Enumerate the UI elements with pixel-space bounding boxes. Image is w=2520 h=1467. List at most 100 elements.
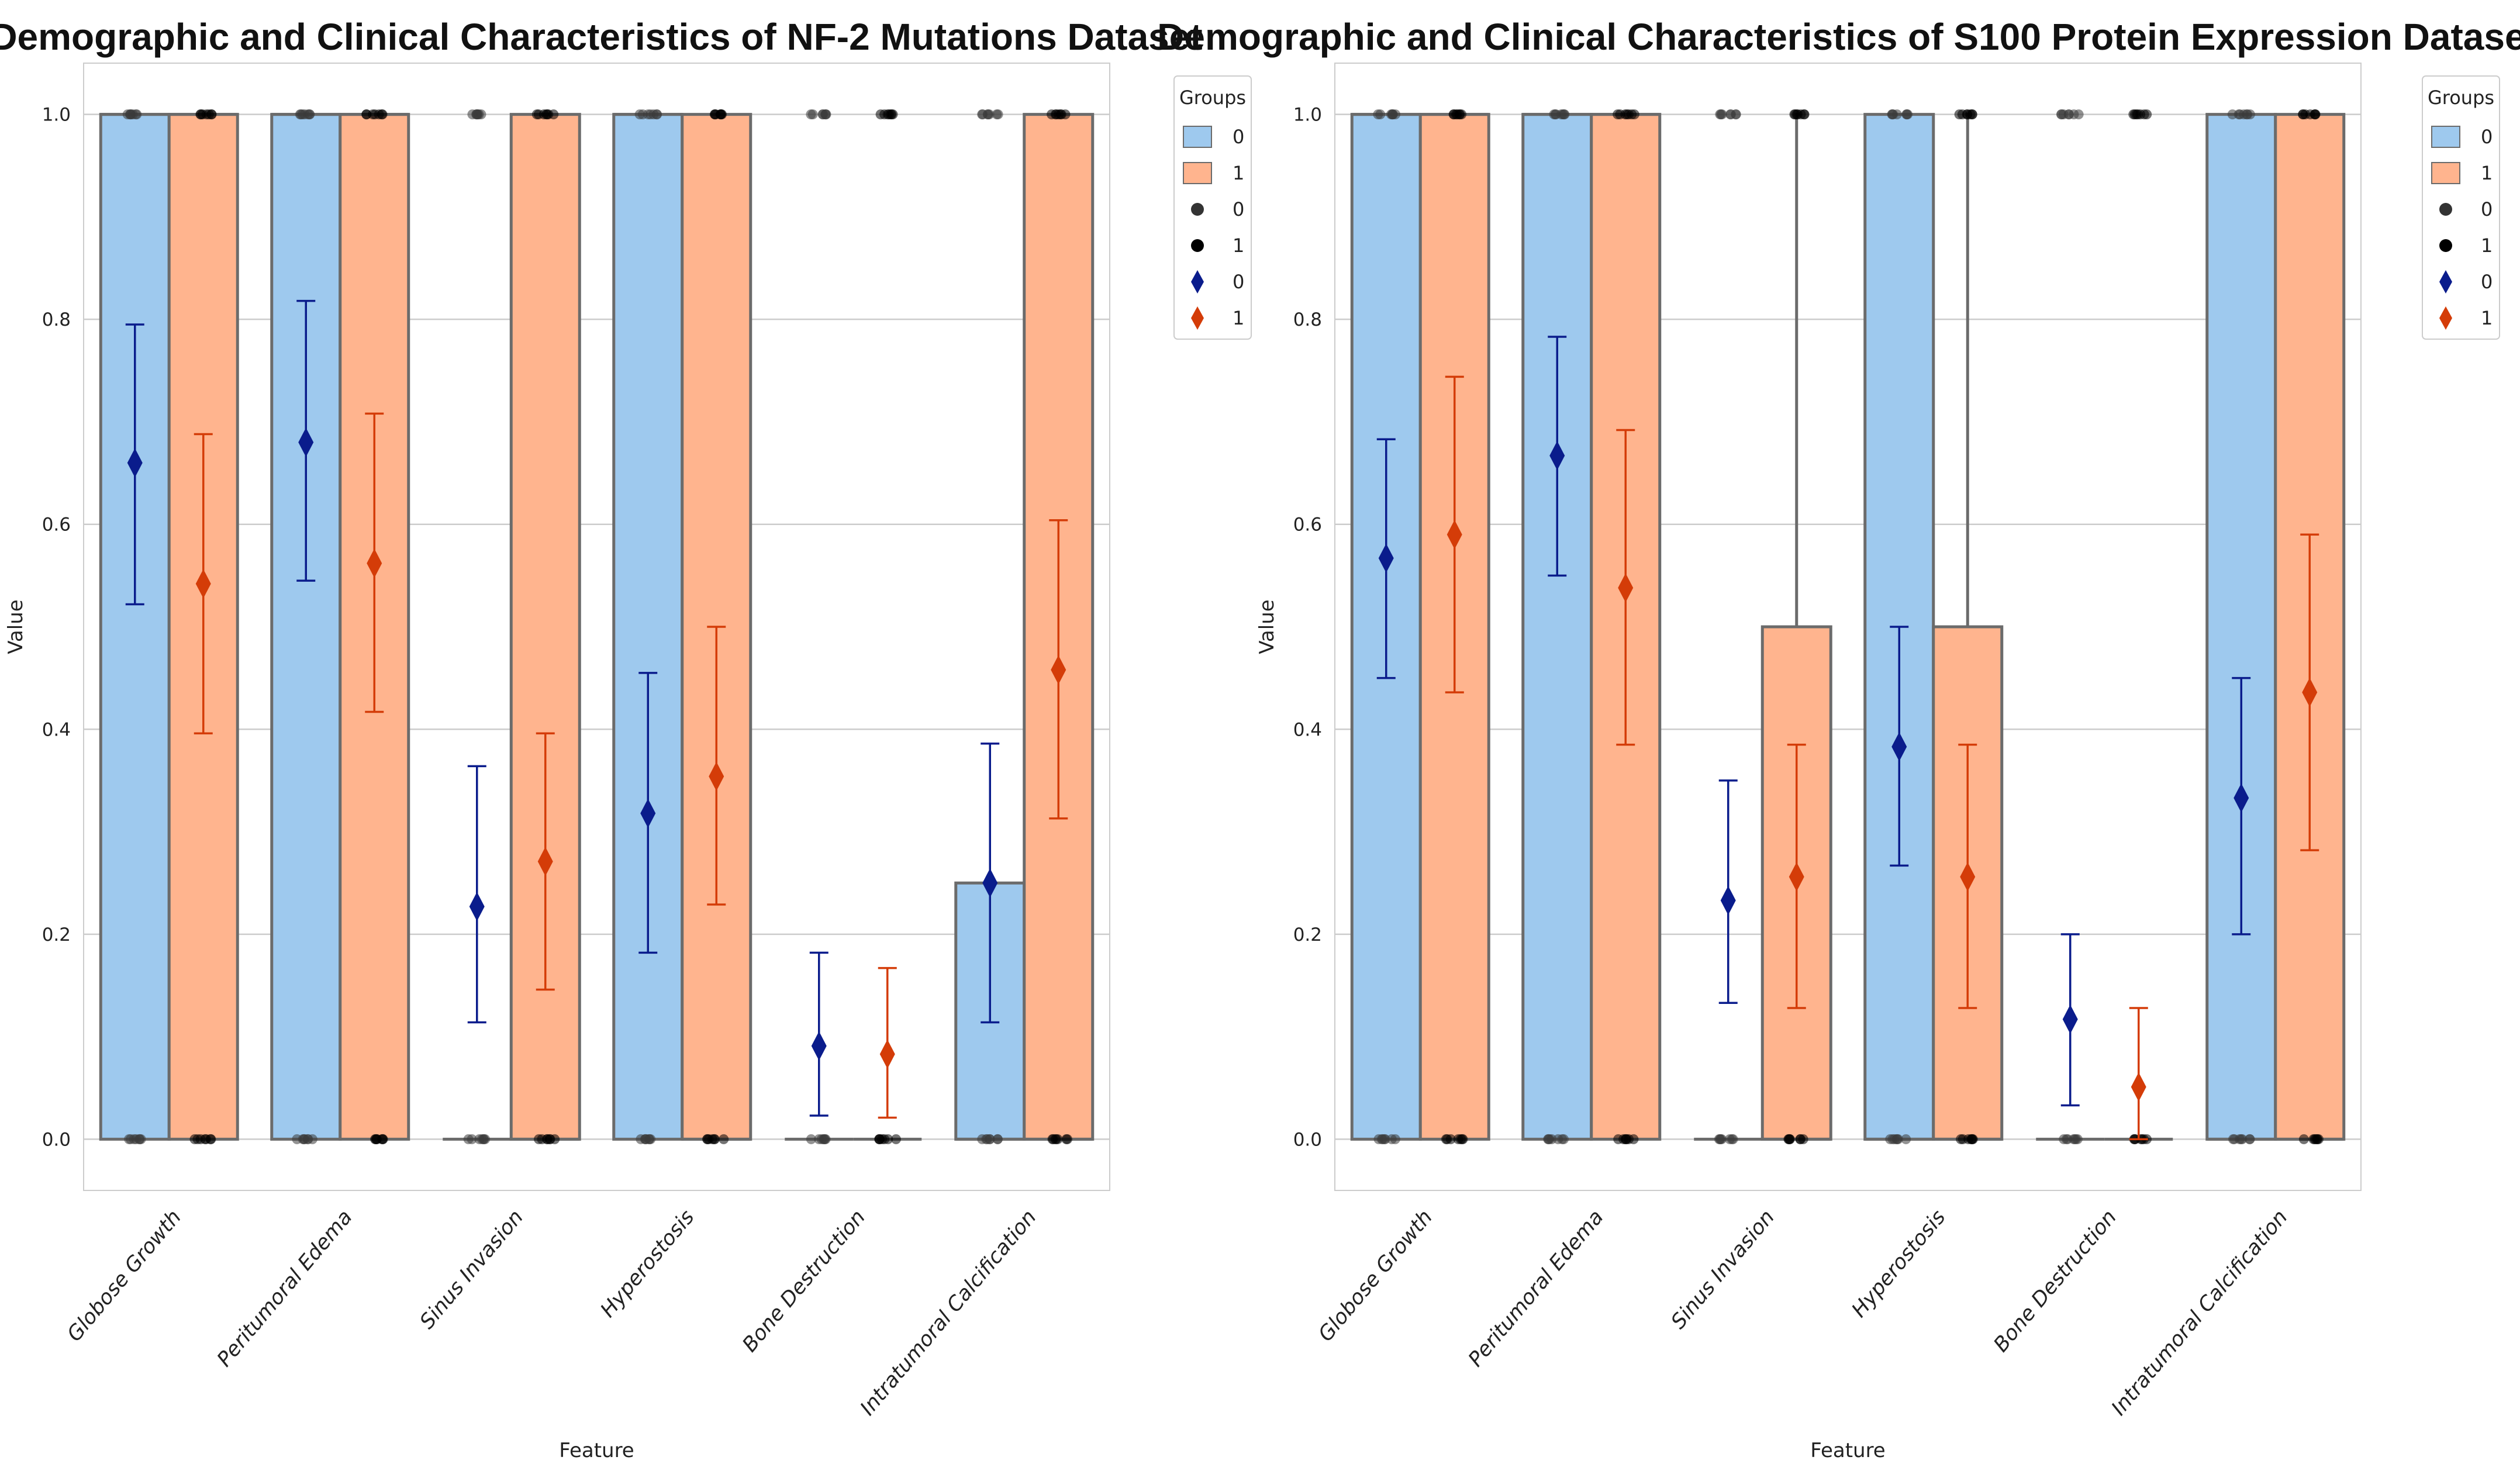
legend-label: 0	[1233, 271, 1244, 293]
strip-point	[1966, 1134, 1976, 1144]
strip-point	[2063, 109, 2074, 120]
strip-point	[1557, 1134, 1568, 1144]
y-tick-label: 1.0	[1293, 105, 1322, 126]
mean-marker-hyperostosis-group-0	[640, 798, 656, 828]
strip-point	[2228, 1134, 2238, 1144]
strip-point	[1888, 109, 1898, 120]
strip-point	[1725, 109, 1735, 120]
strip-point	[1901, 1134, 1911, 1144]
mean-marker-sinus-invasion-group-0	[469, 892, 485, 921]
strip-point	[702, 1134, 713, 1144]
x-tick-label-sinus-invasion: Sinus Invasion	[1667, 1206, 1780, 1334]
strip-point	[1551, 109, 1561, 120]
strip-point	[2135, 109, 2146, 120]
y-tick-label: 0.2	[1293, 924, 1322, 945]
mean-marker-hyperostosis-group-1	[1960, 862, 1976, 892]
mean-marker-intratumoral-calcification-group-0	[2234, 783, 2249, 813]
strip-point	[1715, 109, 1726, 120]
y-tick-label: 0.4	[1293, 719, 1322, 740]
strip-point	[2227, 109, 2238, 120]
legend-label: 0	[1233, 198, 1244, 220]
strip-point	[1954, 109, 1965, 120]
chart-title: Demographic and Clinical Characteristics…	[1157, 16, 2520, 58]
strip-point	[1717, 1134, 1727, 1144]
x-tick-label-globose-growth: Globose Growth	[63, 1206, 186, 1346]
legend-patch-1	[1183, 162, 1212, 184]
strip-point	[2062, 1134, 2073, 1144]
strip-point	[719, 1134, 729, 1144]
series-1	[167, 109, 1095, 1144]
box-peritumoral-edema-group-0	[1521, 113, 1593, 1141]
strip-point	[467, 1134, 477, 1144]
legend-label: 0	[2481, 126, 2493, 148]
strip-point	[1615, 109, 1625, 120]
strip-point	[467, 109, 478, 120]
strip-point	[890, 1134, 901, 1144]
strip-point	[134, 1134, 145, 1144]
legend-title: Groups	[2428, 87, 2494, 109]
legend-dot-0	[2439, 203, 2452, 216]
series-1	[1418, 109, 2346, 1144]
strip-point	[1375, 109, 1386, 120]
legend-dot-1	[2439, 239, 2452, 252]
strip-point	[2056, 109, 2066, 120]
strip-point	[2073, 109, 2084, 120]
strip-point	[2245, 109, 2255, 120]
strip-point	[533, 1134, 544, 1144]
strip-point	[2298, 109, 2308, 120]
box-hyperostosis-group-0	[612, 113, 684, 1141]
strip-point	[307, 1134, 317, 1144]
strip-point	[992, 109, 1002, 120]
strip-point	[1386, 1134, 1397, 1144]
legend-label: 1	[1233, 234, 1244, 257]
legend-diamond-0	[2439, 270, 2452, 294]
mean-marker-intratumoral-calcification-group-0	[982, 868, 998, 898]
mean-marker-intratumoral-calcification-group-1	[2302, 678, 2318, 707]
strip-point	[201, 109, 212, 120]
strip-point	[818, 1134, 829, 1144]
strip-point	[1967, 109, 1977, 120]
legend-patch-0	[1183, 126, 1212, 148]
legend-dot-0	[1191, 203, 1204, 216]
y-tick-label: 0.4	[42, 719, 71, 740]
legend-label: 1	[2481, 162, 2493, 184]
y-tick-label: 0.0	[1293, 1129, 1322, 1150]
y-axis-label: Value	[4, 599, 27, 654]
strip-point	[883, 1134, 893, 1144]
strip-point	[377, 1134, 388, 1144]
strip-point	[545, 1134, 555, 1144]
strip-point	[806, 1134, 816, 1144]
strip-point	[368, 109, 378, 120]
legend: Groups 0 1 0 1 0 1	[1173, 75, 1252, 340]
strip-point	[125, 1134, 136, 1144]
plot-area	[83, 63, 1110, 1191]
mean-marker-peritumoral-edema-group-1	[1618, 573, 1634, 603]
legend-label: 1	[1233, 307, 1244, 329]
strip-point	[2244, 1134, 2255, 1144]
series-0	[99, 109, 1026, 1144]
strip-point	[992, 1134, 1003, 1144]
strip-point	[1795, 1134, 1806, 1144]
x-tick-label-intratumoral-calcification: Intratumoral Calcification	[856, 1206, 1041, 1420]
mean-marker-intratumoral-calcification-group-1	[1051, 655, 1066, 685]
strip-point	[1889, 1134, 1900, 1144]
x-tick-label-globose-growth: Globose Growth	[1314, 1206, 1437, 1346]
strip-point	[2310, 109, 2320, 120]
mean-marker-sinus-invasion-group-0	[1720, 885, 1736, 915]
mean-marker-hyperostosis-group-0	[1891, 732, 1907, 762]
mean-marker-sinus-invasion-group-1	[537, 847, 553, 876]
legend-diamond-0	[1191, 270, 1204, 294]
strip-point	[201, 1134, 212, 1144]
mean-marker-sinus-invasion-group-1	[1789, 862, 1804, 892]
mean-marker-bone-destruction-group-0	[811, 1031, 827, 1061]
strip-point	[2298, 1134, 2309, 1144]
strip-point	[2308, 1134, 2319, 1144]
legend: Groups 0 1 0 1 0 1	[2422, 75, 2500, 340]
strip-point	[1956, 1134, 1966, 1144]
strip-point	[2070, 1134, 2080, 1144]
box-globose-growth-group-0	[99, 113, 171, 1141]
strip-point	[1559, 109, 1569, 120]
strip-point	[1901, 109, 1912, 120]
mean-marker-bone-destruction-group-1	[2131, 1072, 2146, 1102]
